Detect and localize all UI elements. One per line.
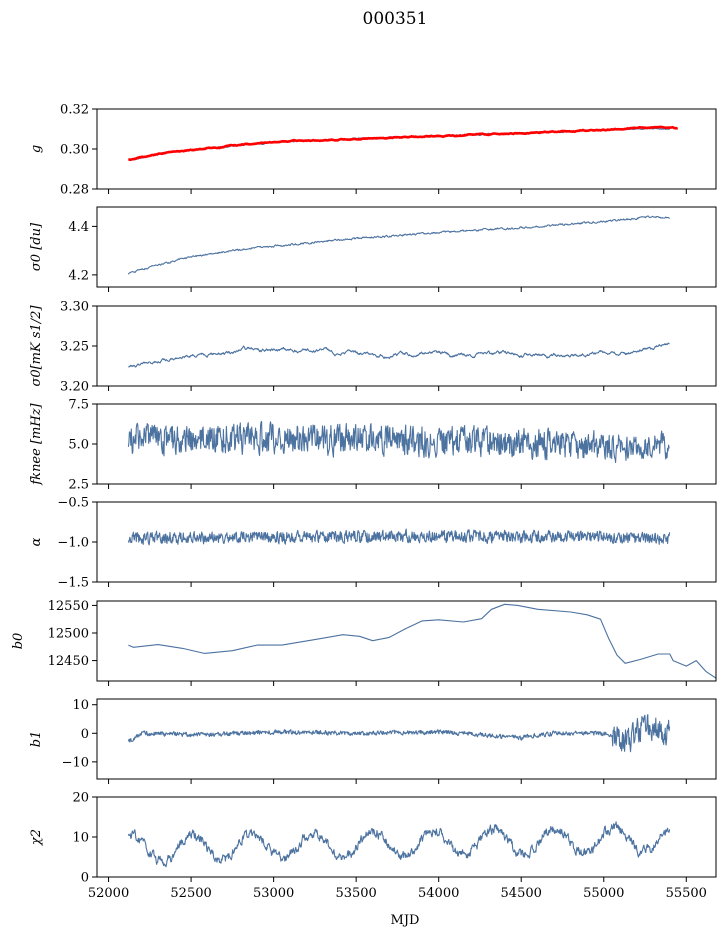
panel-6-ytick-label: 12550 (48, 599, 89, 614)
x-tick-label: 53000 (253, 886, 294, 901)
x-tick-label: 55000 (583, 886, 624, 901)
panel-2-y-label: σ0 [du] (29, 222, 44, 271)
panel-2-ytick-label: 4.4 (68, 220, 89, 235)
panel-2-ytick-label: 4.2 (68, 268, 89, 283)
x-tick-label: 52500 (170, 886, 211, 901)
panel-7-ytick-label: 0 (81, 727, 89, 742)
panel-3-ytick-label: 3.20 (60, 380, 89, 395)
panel-7: −10 0 10 b1 (29, 698, 717, 784)
panel-7-frame (96, 698, 717, 780)
panel-8-frame (96, 796, 717, 878)
panel-3-ytick-label: 3.30 (60, 300, 89, 315)
panel-7-y-label: b1 (29, 731, 44, 748)
panel-4-y-label: fknee [mHz] (29, 402, 44, 485)
panel-1-ytick-label: 0.32 (60, 103, 89, 118)
panel-8-ytick-label: 10 (72, 831, 89, 846)
panel-8-series-1-line (127, 821, 671, 868)
panel-4-series-1-line (127, 420, 670, 464)
panel-3-y-label: σ0[mK s1/2] (29, 305, 44, 387)
panel-4: 2.5 5.0 7.5 fknee [mHz] (29, 398, 717, 493)
panel-5-series-1-line (127, 528, 671, 546)
x-tick-label: 54500 (501, 886, 542, 901)
panel-5-ytick-label: −1.0 (57, 536, 89, 551)
panel-4-ytick-label: 5.0 (68, 438, 89, 453)
panel-6-frame (96, 600, 717, 682)
panel-6-y-label: b0 (11, 633, 26, 650)
x-axis-label: MJD (391, 913, 420, 928)
x-tick-label: 52000 (88, 886, 129, 901)
panel-6-ytick-label: 12450 (48, 654, 89, 669)
x-tick-label: 54000 (418, 886, 459, 901)
panel-5-y-label: α (29, 537, 44, 546)
panel-1: 0.28 0.30 0.32 g (29, 103, 717, 198)
panel-4-ytick-label: 7.5 (68, 398, 89, 413)
panel-3: 3.20 3.25 3.30 σ0[mK s1/2] (29, 300, 717, 395)
panel-1-ytick-label: 0.28 (60, 183, 89, 198)
x-tick-label: 53500 (335, 886, 376, 901)
panel-7-ytick-label: −10 (62, 755, 89, 770)
panel-8-y-label: χ2 (29, 829, 44, 846)
panel-1-series-1-line (128, 127, 670, 161)
panel-8: 0 10 20 χ2 (29, 791, 717, 886)
panel-6: 12450 12500 12550 b0 (11, 599, 717, 686)
panel-5-ytick-label: −0.5 (57, 496, 89, 511)
figure-title: 000351 (363, 9, 428, 29)
panel-3-series-1-line (128, 342, 670, 368)
panel-7-ytick-label: 10 (72, 698, 89, 713)
panels: 0.28 0.30 0.32 g 4.2 4.4 σ0 [du] 3.20 3.25 3.30 σ0… (11, 103, 717, 886)
panel-5-ytick-label: −1.5 (57, 576, 89, 591)
panel-1-ytick-label: 0.30 (60, 143, 89, 158)
panel-3-frame (96, 305, 717, 387)
panel-6-series-1-line (128, 603, 716, 679)
panel-2: 4.2 4.4 σ0 [du] (29, 206, 717, 292)
panel-5: −1.5 −1.0 −0.5 α (29, 496, 717, 591)
panel-8-ytick-label: 0 (81, 871, 89, 886)
x-tick-label: 55500 (666, 886, 707, 901)
panel-7-series-1-line (127, 714, 671, 753)
x-axis: 52000 52500 53000 53500 54000 54500 55000 55500 (88, 886, 707, 901)
panel-8-ytick-label: 20 (72, 791, 89, 806)
panel-3-ytick-label: 3.25 (60, 340, 89, 355)
panel-1-series-2-line (127, 125, 679, 162)
panel-1-y-label: g (29, 145, 44, 153)
panel-2-series-1-line (127, 215, 671, 275)
panel-2-frame (96, 206, 717, 288)
panel-6-ytick-label: 12500 (48, 627, 89, 642)
panel-4-ytick-label: 2.5 (68, 478, 89, 493)
